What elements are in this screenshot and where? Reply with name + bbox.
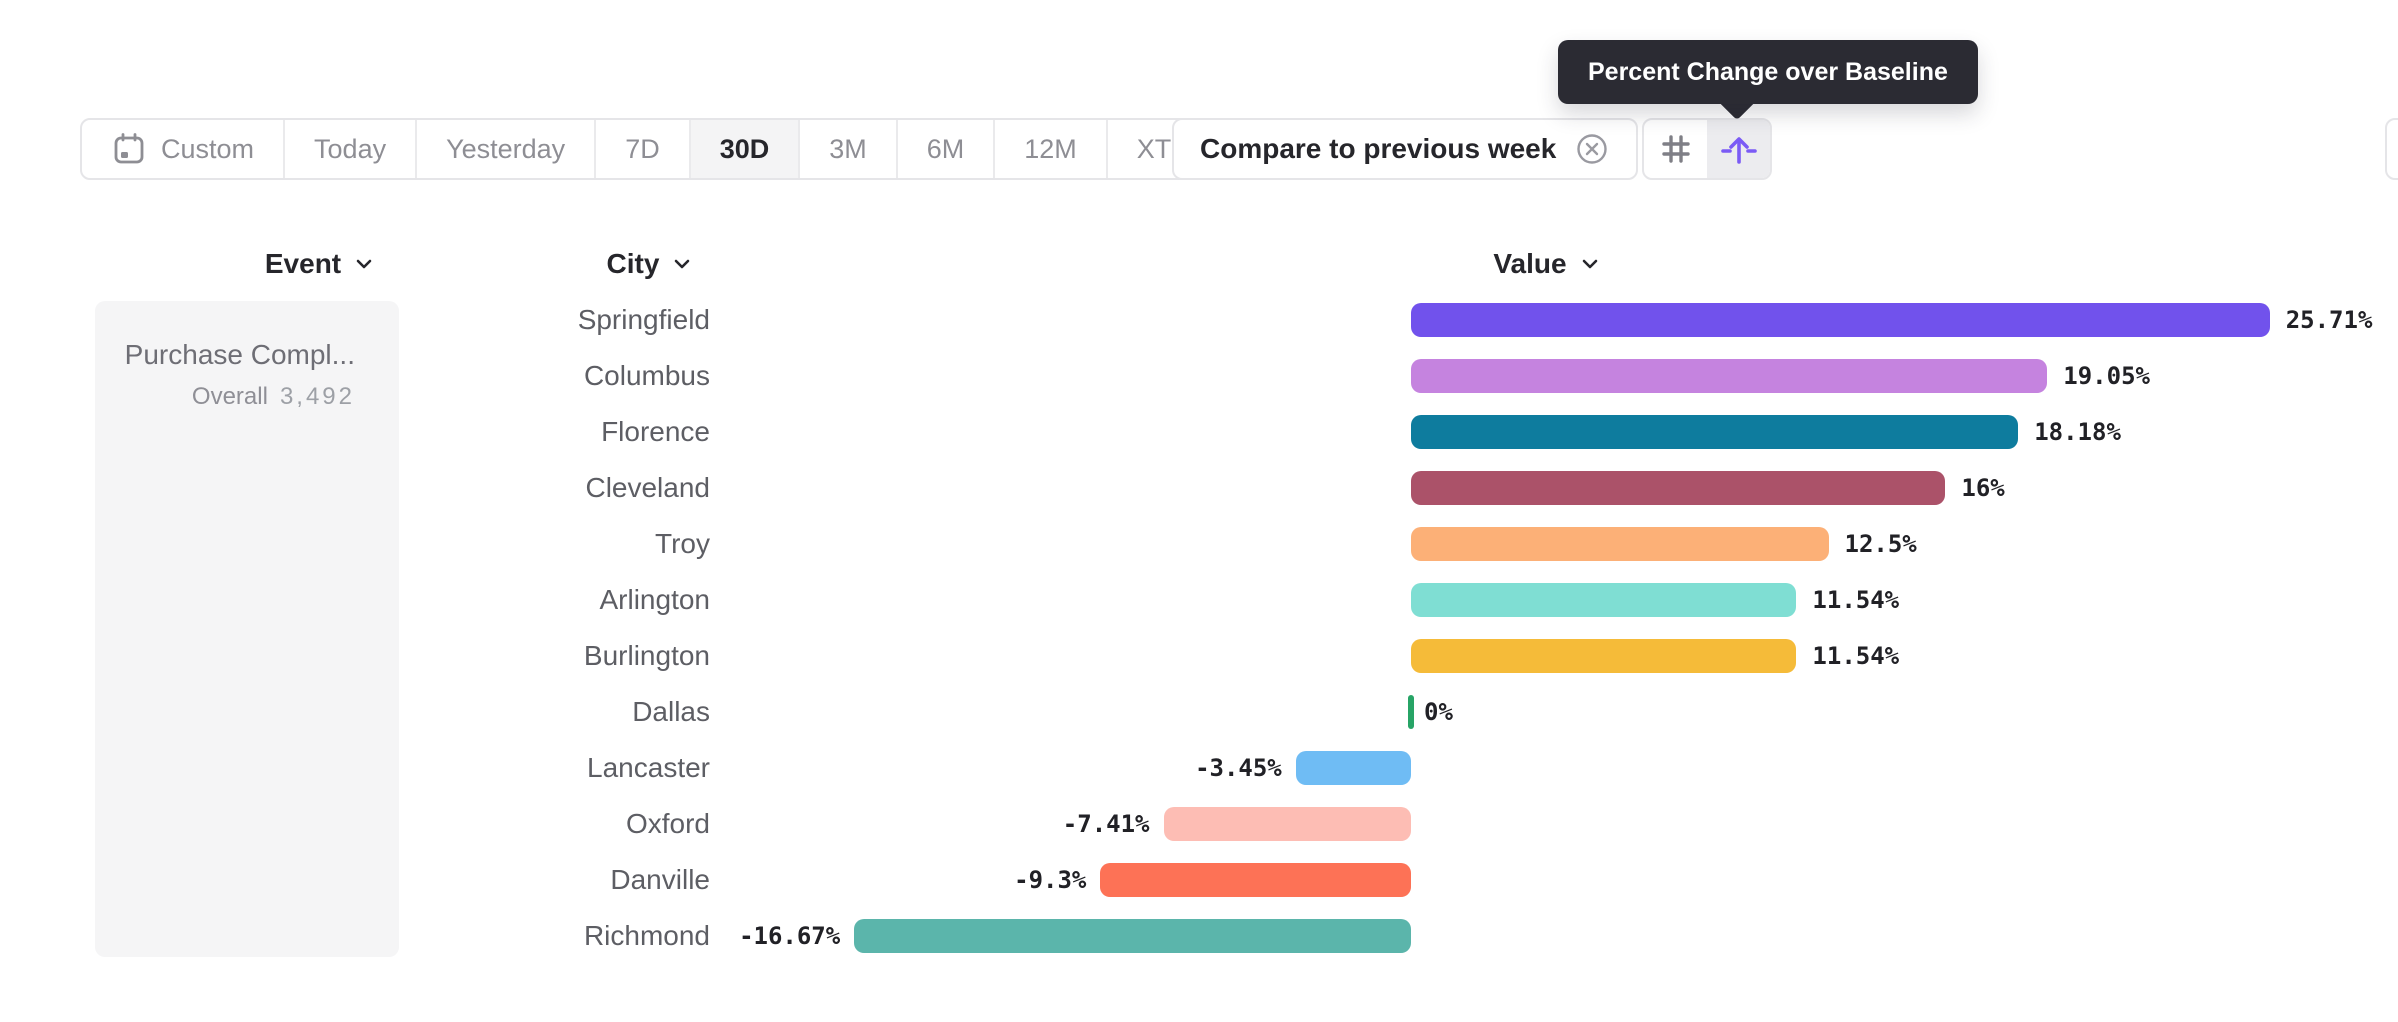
value-bar[interactable]	[1411, 527, 1829, 561]
range-button-12m[interactable]: 12M	[993, 120, 1106, 178]
range-button-30d[interactable]: 30D	[688, 120, 799, 178]
overall-label: Overall	[191, 383, 268, 410]
value-label: 19.05%	[2063, 362, 2150, 390]
city-label: Oxford	[625, 808, 710, 839]
city-label: Troy	[655, 528, 710, 559]
event-overall: Overall 3,492	[125, 383, 355, 411]
range-button-label: 12M	[1024, 133, 1077, 164]
city-label: Cleveland	[585, 472, 710, 503]
city-label: Richmond	[583, 920, 710, 951]
range-button-7d[interactable]: 7D	[594, 120, 689, 178]
range-button-label: 6M	[926, 133, 965, 164]
event-name: Purchase Compl...	[124, 339, 355, 370]
range-button-label: Yesterday	[446, 133, 566, 164]
value-bar[interactable]	[1411, 303, 2270, 337]
compare-button[interactable]: Compare to previous week	[1172, 118, 1639, 180]
range-button-6m[interactable]: 6M	[895, 120, 994, 178]
value-label: -9.3%	[1014, 866, 1087, 894]
range-button-label: Custom	[161, 133, 255, 164]
city-label: Dallas	[632, 696, 710, 727]
column-header-city[interactable]: City	[560, 244, 740, 284]
overall-value: 3,492	[279, 383, 355, 410]
value-bar[interactable]	[1411, 583, 1797, 617]
city-header-label: City	[606, 248, 660, 279]
value-label: -3.45%	[1195, 754, 1282, 782]
cutoff-edge-button[interactable]	[2385, 118, 2398, 180]
city-label: Springfield	[577, 304, 710, 335]
event-panel[interactable]: Purchase Compl... Overall 3,492	[95, 301, 399, 957]
value-label: 11.54%	[1812, 642, 1900, 670]
city-label: Burlington	[583, 640, 710, 671]
chevron-down-icon	[1582, 259, 1597, 269]
chevron-down-icon	[675, 259, 690, 269]
range-button-label: 30D	[719, 133, 770, 164]
range-button-3m[interactable]: 3M	[798, 120, 896, 178]
value-bar[interactable]	[1411, 639, 1797, 673]
city-label: Columbus	[583, 360, 710, 391]
view-toggle-group	[1642, 118, 1772, 180]
range-button-today[interactable]: Today	[283, 120, 415, 178]
value-label: 16%	[1961, 474, 2005, 502]
range-button-label: 3M	[829, 133, 867, 164]
compare-label: Compare to previous week	[1200, 133, 1557, 164]
value-bar[interactable]	[1411, 359, 2048, 393]
range-button-label: Today	[314, 133, 387, 164]
value-label: 18.18%	[2034, 418, 2121, 446]
city-label: Arlington	[599, 584, 710, 615]
value-label: 11.54%	[1812, 586, 1900, 614]
view-toggle-grid[interactable]	[1644, 120, 1707, 178]
view-toggle-lift[interactable]	[1707, 120, 1770, 178]
metric-tooltip: Percent Change over Baseline	[1558, 40, 1978, 104]
baseline-lift-icon	[1720, 130, 1758, 168]
chevron-down-icon	[356, 259, 372, 269]
value-bar[interactable]	[1100, 863, 1411, 897]
range-button-label: 7D	[625, 133, 660, 164]
value-header-label: Value	[1493, 248, 1567, 279]
value-label: 25.71%	[2285, 306, 2373, 334]
event-header-label: Event	[264, 248, 342, 279]
city-label: Lancaster	[587, 752, 710, 783]
value-label: -7.41%	[1062, 810, 1150, 838]
event-summary: Purchase Compl... Overall 3,492	[125, 339, 355, 411]
value-label: 12.5%	[1844, 530, 1917, 558]
city-label: Florence	[601, 416, 710, 447]
value-label: 0%	[1424, 698, 1453, 726]
value-bar[interactable]	[1411, 415, 2019, 449]
column-header-value[interactable]: Value	[1457, 244, 1637, 284]
date-range-group: Custom Today Yesterday 7D 30D 3M 6M 12M XTD	[80, 118, 1258, 180]
column-header-event[interactable]: Event	[230, 244, 410, 284]
hash-grid-icon	[1658, 131, 1694, 167]
value-bar[interactable]	[854, 919, 1411, 953]
city-label: Danville	[610, 864, 710, 895]
circle-x-icon[interactable]	[1574, 131, 1610, 167]
value-bar[interactable]	[1408, 695, 1414, 729]
value-bar[interactable]	[1295, 751, 1411, 785]
range-button-custom[interactable]: Custom	[82, 120, 283, 178]
value-bar[interactable]	[1411, 471, 1946, 505]
range-button-yesterday[interactable]: Yesterday	[415, 120, 594, 178]
value-bar[interactable]	[1163, 807, 1411, 841]
calendar-icon	[111, 131, 147, 167]
value-label: -16.67%	[739, 922, 841, 950]
